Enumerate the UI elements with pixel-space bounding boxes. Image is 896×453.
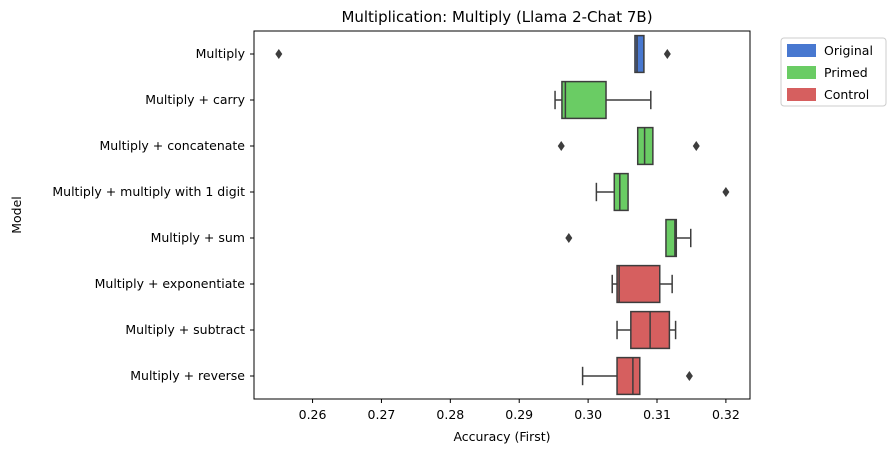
box-rect: [616, 264, 661, 304]
chart-title: Multiplication: Multiply (Llama 2-Chat 7…: [341, 8, 652, 26]
plot-frame: [253, 30, 751, 400]
outlier-marker: [722, 187, 730, 197]
box-3: [595, 172, 730, 212]
box-1: [554, 80, 652, 120]
x-tick-labels: 0.26 0.27 0.28 0.29 0.30 0.31 0.32: [299, 399, 740, 422]
y-tick-label: Multiply + exponentiate: [95, 276, 246, 291]
x-axis-label: Accuracy (First): [453, 429, 550, 444]
x-tick-label: 0.29: [505, 407, 533, 422]
plot-area: [253, 30, 751, 400]
outlier-marker: [685, 371, 693, 381]
box-rect: [613, 172, 629, 212]
x-tick-label: 0.28: [436, 407, 464, 422]
legend-label-control: Control: [824, 87, 869, 102]
legend-label-original: Original: [824, 43, 873, 58]
box-rect: [561, 80, 607, 120]
box-2: [557, 126, 700, 166]
outlier-marker: [565, 233, 573, 243]
y-tick-label: Multiply + sum: [151, 230, 245, 245]
y-tick-label: Multiply + reverse: [130, 368, 245, 383]
y-tick-label: Multiply + multiply with 1 digit: [52, 184, 245, 199]
box-4: [565, 218, 692, 258]
legend-swatch-control: [787, 88, 816, 101]
box-0: [275, 34, 671, 74]
outlier-marker: [692, 141, 700, 151]
legend: Original Primed Control: [780, 37, 887, 107]
x-tick-label: 0.30: [574, 407, 602, 422]
x-tick-label: 0.26: [299, 407, 327, 422]
y-tick-label: Multiply + subtract: [125, 322, 245, 337]
y-tick-label: Multiply + concatenate: [99, 138, 245, 153]
y-axis-label: Model: [9, 196, 24, 234]
x-tick-label: 0.31: [643, 407, 671, 422]
box-7: [581, 356, 693, 396]
legend-label-primed: Primed: [824, 65, 868, 80]
outlier-marker: [557, 141, 565, 151]
box-rect: [665, 218, 678, 258]
outlier-marker: [663, 49, 671, 59]
y-tick-labels: Multiply Multiply + carry Multiply + conca…: [52, 46, 254, 383]
legend-swatch-original: [787, 44, 816, 57]
y-tick-label: Multiply + carry: [145, 92, 245, 107]
outlier-marker: [275, 49, 283, 59]
box-6: [616, 310, 677, 350]
box-5: [611, 264, 673, 304]
legend-swatch-primed: [787, 66, 816, 79]
box-rect: [634, 34, 645, 74]
x-tick-label: 0.32: [712, 407, 740, 422]
box-rect: [616, 356, 641, 396]
y-tick-label: Multiply: [196, 46, 246, 61]
x-tick-label: 0.27: [368, 407, 396, 422]
